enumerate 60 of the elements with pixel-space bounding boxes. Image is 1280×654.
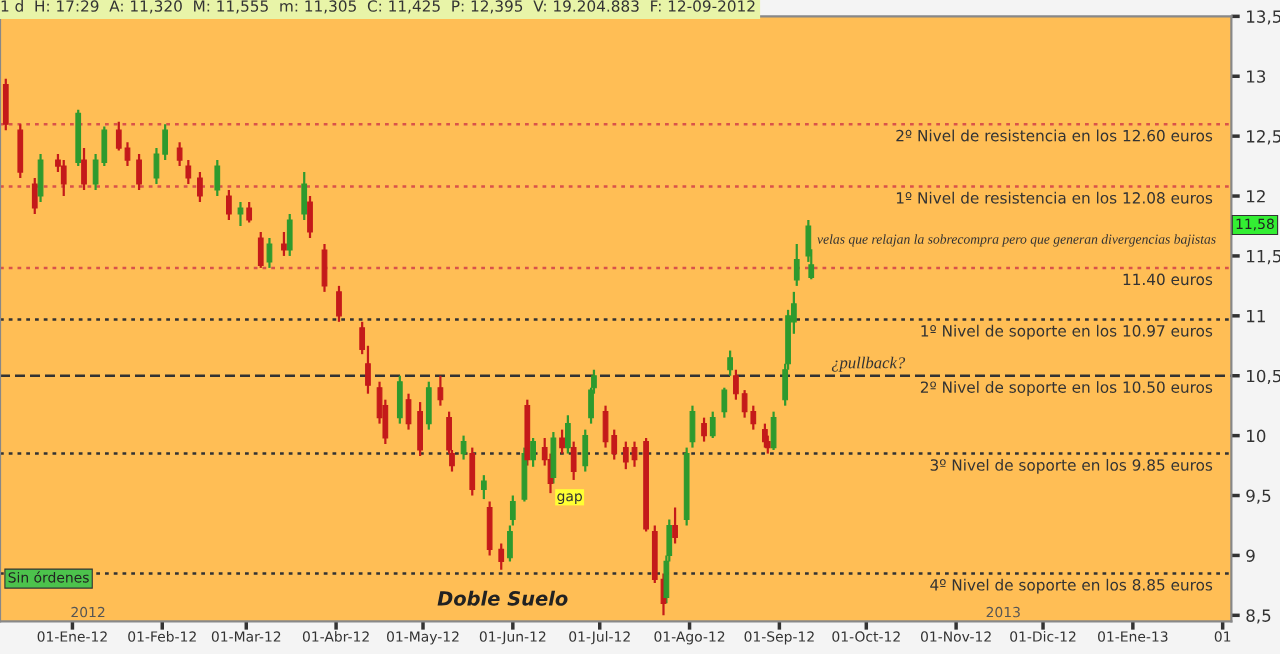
candlestick — [727, 349, 733, 377]
candlestick — [176, 141, 183, 168]
y-tick-label: 10,5 — [1247, 369, 1280, 384]
candlestick — [469, 446, 476, 497]
candlestick — [793, 242, 800, 287]
candlestick — [570, 440, 577, 482]
candlestick — [60, 158, 67, 198]
candlestick — [709, 410, 716, 440]
y-tick-label: 12 — [1247, 190, 1265, 203]
candlestick — [266, 236, 273, 270]
candlestick — [246, 200, 253, 224]
candlestick — [721, 386, 728, 419]
candlestick — [301, 170, 308, 222]
candlestick — [321, 242, 328, 293]
candlestick — [498, 542, 505, 571]
candlestick — [136, 153, 142, 192]
candlestick — [226, 188, 232, 222]
candlestick — [281, 230, 287, 258]
candlestick — [31, 176, 38, 216]
candlestick — [672, 506, 678, 545]
candlestick — [185, 158, 192, 186]
candlestick — [622, 440, 629, 471]
y-tick-label: 8,5 — [1246, 609, 1271, 624]
y-tick-label: 10 — [1247, 429, 1266, 443]
candlestick — [237, 200, 244, 228]
y-tick-label: 13 — [1247, 70, 1266, 83]
candlestick — [214, 158, 221, 198]
candlestick — [2, 77, 9, 132]
candlestick — [396, 374, 403, 425]
candlestick — [565, 414, 571, 455]
candlestick — [550, 430, 557, 485]
candlestick — [689, 404, 696, 449]
candlestick — [530, 436, 536, 468]
y-tick-label: 11,5 — [1247, 250, 1280, 265]
candlestick — [336, 284, 342, 323]
candlestick — [417, 400, 423, 458]
candlestick — [17, 123, 24, 180]
annotation: ¿pullback? — [831, 356, 906, 372]
candlestick — [307, 194, 313, 240]
candlestick — [286, 212, 293, 258]
annotation: Doble Suelo — [437, 590, 568, 606]
candlestick — [559, 428, 565, 455]
candlestick — [81, 147, 87, 192]
candlestick — [480, 474, 487, 501]
candlestick — [257, 230, 264, 270]
y-tick-label: 11 — [1247, 310, 1265, 323]
y-tick-label: 9,5 — [1246, 489, 1271, 504]
candlestick — [425, 380, 432, 431]
y-tick-label: 12,5 — [1247, 130, 1280, 145]
y-tick-label: 9 — [1246, 549, 1255, 562]
candlestick — [486, 500, 493, 557]
candlestick — [197, 170, 203, 204]
candlestick — [437, 374, 444, 407]
candlestick — [701, 416, 707, 443]
candlestick — [460, 434, 467, 461]
candlestick — [770, 410, 777, 452]
candlestick — [602, 404, 609, 449]
candlestick — [37, 153, 44, 204]
y-tick-label: 13,5 — [1247, 10, 1280, 25]
candlestick — [582, 428, 589, 473]
